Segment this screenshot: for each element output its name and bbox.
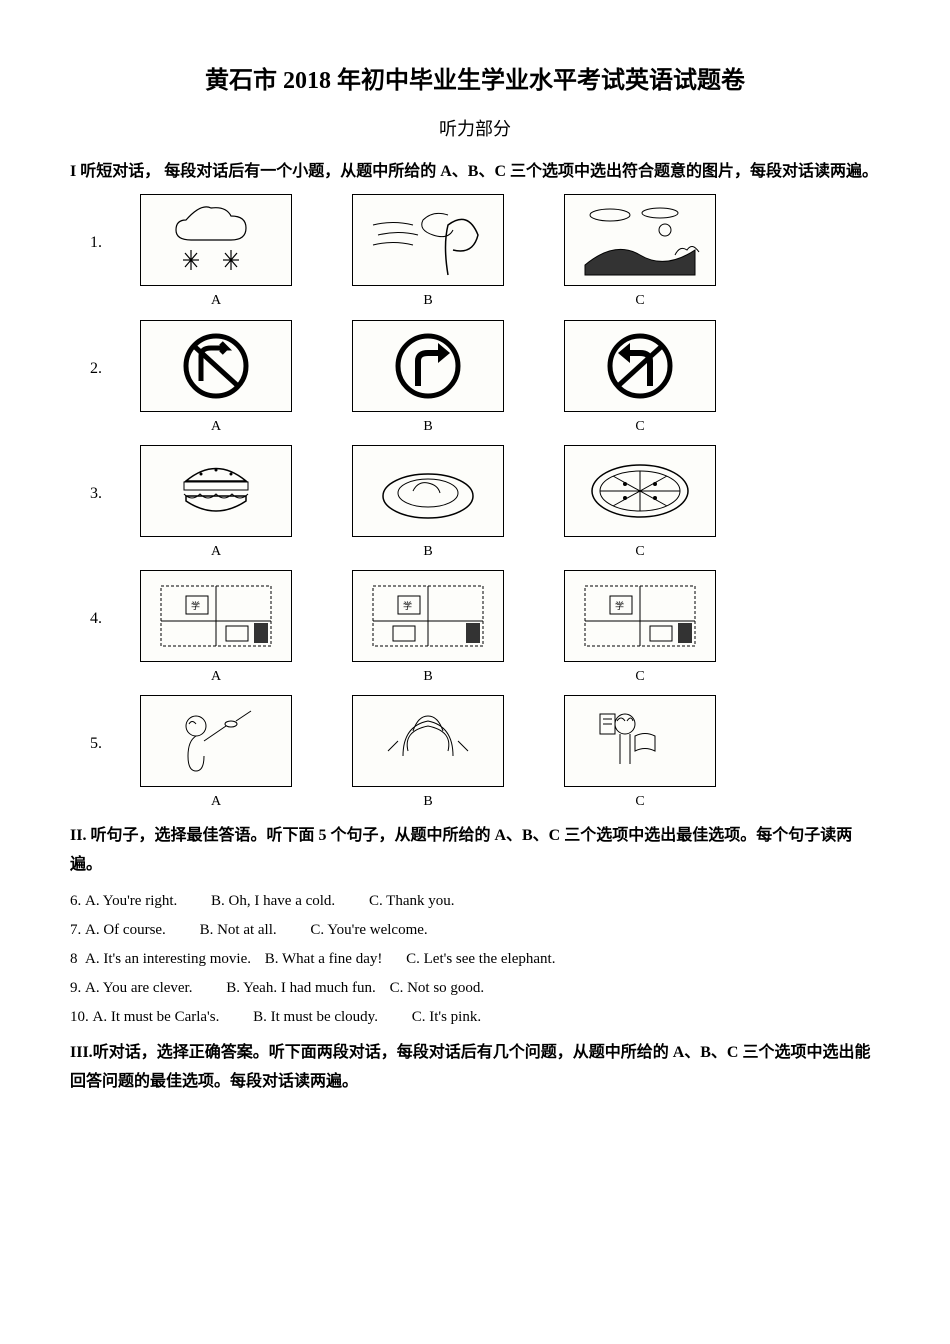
cell-2b: B — [352, 320, 504, 439]
caption: B — [423, 789, 432, 814]
page-subtitle: 听力部分 — [70, 113, 880, 145]
picture-pizza-icon — [564, 445, 716, 537]
question-8: 8 A. It's an interesting movie. B. What … — [70, 946, 880, 973]
caption: C — [635, 539, 644, 564]
q-number: 6. — [70, 893, 81, 909]
caption: B — [423, 539, 432, 564]
option-a: A. You are clever. — [85, 975, 192, 1002]
picture-reading-icon — [564, 695, 716, 787]
section-3-text: 听对话，选择正确答案。听下面两段对话，每段对话后有几个问题，从题中所给的 A、B… — [70, 1044, 870, 1090]
caption: B — [423, 414, 432, 439]
q-number: 8 — [70, 951, 78, 967]
option-a: A. It's an interesting movie. — [85, 946, 251, 973]
q-number: 10. — [70, 1009, 89, 1025]
listening-row-3: 3. A B — [70, 445, 880, 564]
listening-row-4: 4. 学 A — [70, 570, 880, 689]
page-title: 黄石市 2018 年初中毕业生学业水平考试英语试题卷 — [70, 60, 880, 103]
row-number: 1. — [70, 194, 140, 258]
section-2-instructions: II. 听句子，选择最佳答语。听下面 5 个句子，从题中所给的 A、B、C 三个… — [70, 822, 880, 880]
picture-snow-icon — [140, 194, 292, 286]
picture-hair-washing-icon — [352, 695, 504, 787]
listening-row-5: 5. A — [70, 695, 880, 814]
picture-plate-food-icon — [352, 445, 504, 537]
caption: C — [635, 288, 644, 313]
cell-4c: 学 C — [564, 570, 716, 689]
option-a: A. You're right. — [85, 888, 177, 915]
cell-1a: A — [140, 194, 292, 313]
row-cells: A B — [140, 695, 716, 814]
caption: B — [423, 288, 432, 313]
caption: C — [635, 789, 644, 814]
cell-1c: C — [564, 194, 716, 313]
listening-row-2: 2. A B — [70, 320, 880, 439]
cell-5b: B — [352, 695, 504, 814]
picture-windy-tree-icon — [352, 194, 504, 286]
question-10: 10. A. It must be Carla's. B. It must be… — [70, 1004, 880, 1031]
caption: C — [635, 414, 644, 439]
cell-5c: C — [564, 695, 716, 814]
section-2-text: 听句子，选择最佳答语。听下面 5 个句子，从题中所给的 A、B、C 三个选项中选… — [70, 827, 852, 873]
section-2-label: II. — [70, 827, 86, 844]
svg-text:学: 学 — [191, 600, 200, 611]
caption: A — [211, 414, 221, 439]
caption: A — [211, 789, 221, 814]
svg-text:学: 学 — [615, 600, 624, 611]
section-3-label: III. — [70, 1044, 93, 1061]
picture-no-left-turn-icon — [564, 320, 716, 412]
cell-3a: A — [140, 445, 292, 564]
option-c: C. It's pink. — [412, 1004, 481, 1031]
picture-painting-icon — [140, 695, 292, 787]
picture-landscape-icon — [564, 194, 716, 286]
row-number: 3. — [70, 445, 140, 509]
cell-4a: 学 A — [140, 570, 292, 689]
option-c: C. You're welcome. — [310, 917, 427, 944]
cell-3c: C — [564, 445, 716, 564]
row-cells: 学 A 学 B — [140, 570, 716, 689]
option-a: A. Of course. — [85, 917, 166, 944]
row-number: 5. — [70, 695, 140, 759]
row-cells: A B — [140, 445, 716, 564]
option-b: B. Yeah. I had much fun. — [226, 975, 376, 1002]
listening-row-1: 1. A B — [70, 194, 880, 313]
cell-2c: C — [564, 320, 716, 439]
picture-hamburger-icon — [140, 445, 292, 537]
option-c: C. Thank you. — [369, 888, 455, 915]
option-b: B. What a fine day! — [265, 946, 383, 973]
row-cells: A B C — [140, 320, 716, 439]
caption: A — [211, 664, 221, 689]
caption: B — [423, 664, 432, 689]
caption: A — [211, 539, 221, 564]
cell-2a: A — [140, 320, 292, 439]
caption: C — [635, 664, 644, 689]
row-cells: A B C — [140, 194, 716, 313]
section-3-instructions: III.听对话，选择正确答案。听下面两段对话，每段对话后有几个问题，从题中所给的… — [70, 1039, 880, 1097]
option-b: B. It must be cloudy. — [253, 1004, 378, 1031]
question-9: 9. A. You are clever. B. Yeah. I had muc… — [70, 975, 880, 1002]
option-b: B. Not at all. — [200, 917, 277, 944]
question-7: 7. A. Of course. B. Not at all. C. You'r… — [70, 917, 880, 944]
picture-map-c-icon: 学 — [564, 570, 716, 662]
cell-1b: B — [352, 194, 504, 313]
question-6: 6. A. You're right. B. Oh, I have a cold… — [70, 888, 880, 915]
option-a: A. It must be Carla's. — [93, 1004, 220, 1031]
q-number: 7. — [70, 922, 81, 938]
option-c: C. Let's see the elephant. — [406, 946, 555, 973]
cell-3b: B — [352, 445, 504, 564]
cell-5a: A — [140, 695, 292, 814]
cell-4b: 学 B — [352, 570, 504, 689]
picture-no-right-turn-icon — [140, 320, 292, 412]
section-1-instructions: I 听短对话， 每段对话后有一个小题，从题中所给的 A、B、C 三个选项中选出符… — [70, 158, 880, 187]
svg-text:学: 学 — [403, 600, 412, 611]
picture-map-b-icon: 学 — [352, 570, 504, 662]
row-number: 2. — [70, 320, 140, 384]
q-number: 9. — [70, 980, 81, 996]
caption: A — [211, 288, 221, 313]
picture-map-a-icon: 学 — [140, 570, 292, 662]
picture-right-turn-icon — [352, 320, 504, 412]
option-c: C. Not so good. — [390, 975, 485, 1002]
section-1-text: 听短对话， 每段对话后有一个小题，从题中所给的 A、B、C 三个选项中选出符合题… — [76, 163, 878, 180]
row-number: 4. — [70, 570, 140, 634]
option-b: B. Oh, I have a cold. — [211, 888, 335, 915]
